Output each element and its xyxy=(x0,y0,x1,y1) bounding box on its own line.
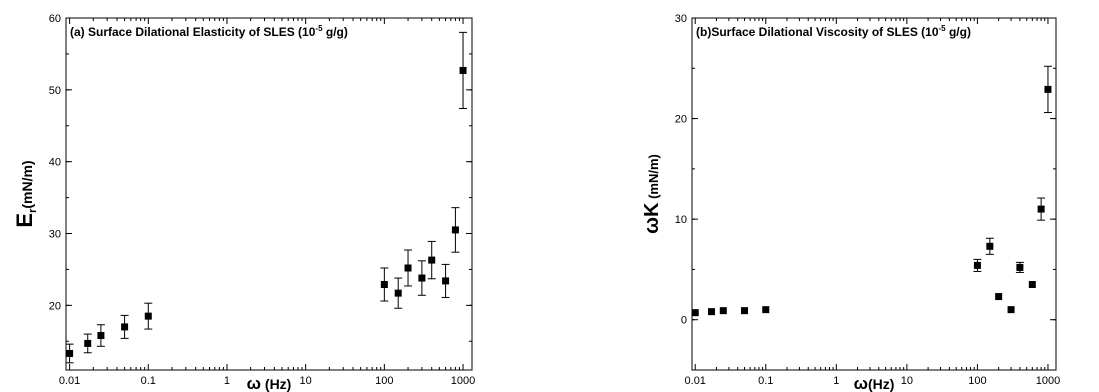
x-tick-label: 1 xyxy=(224,375,230,387)
x-tick-label: 1 xyxy=(833,375,839,387)
data-point xyxy=(1044,85,1052,93)
data-point xyxy=(442,277,450,285)
data-point xyxy=(1007,306,1015,314)
data-point xyxy=(451,226,459,234)
y-tick-label: 50 xyxy=(49,85,61,97)
data-point xyxy=(1028,281,1036,289)
chart-b-viscosity: 0.01 0.1 1 10 100 1000 0 10 20 30 (b)Surface Dilat… xyxy=(641,13,1060,392)
x-tick-label: 10 xyxy=(901,375,913,387)
data-point xyxy=(973,261,981,269)
y-tick-label: 30 xyxy=(675,13,687,25)
data-point xyxy=(995,293,1003,301)
x-tick-label: 10 xyxy=(300,375,312,387)
data-point xyxy=(719,307,727,315)
data-point xyxy=(428,256,436,264)
chart-title: (a) Surface Dilational Elasticity of SLE… xyxy=(70,24,348,39)
x-tick-label: 1000 xyxy=(451,375,475,387)
y-tick-label: 30 xyxy=(49,229,61,241)
x-tick-label: 1000 xyxy=(1036,375,1060,387)
x-tick-label: 100 xyxy=(375,375,393,387)
chart-a-elasticity: 0.01 0.1 1 10 100 1000 20 30 40 50 60 (a) Surface D… xyxy=(12,13,475,392)
data-point xyxy=(459,66,467,74)
y-tick-label: 20 xyxy=(675,114,687,126)
data-point xyxy=(404,264,412,272)
y-tick-label: 10 xyxy=(675,214,687,226)
y-tick-label: 60 xyxy=(49,13,61,25)
y-tick-label: 0 xyxy=(681,315,687,327)
x-tick-label: 0.1 xyxy=(141,375,156,387)
data-point xyxy=(707,308,715,316)
plot-frame xyxy=(65,17,473,371)
chart-title: (b)Surface Dilational Viscosity of SLES … xyxy=(696,24,971,39)
x-tick-label: 0.01 xyxy=(59,375,80,387)
data-point xyxy=(691,309,699,317)
y-axis-label: ωK (mN/m) xyxy=(641,154,663,234)
data-point xyxy=(418,274,426,282)
data-point xyxy=(741,307,749,315)
x-axis-label: ω(Hz) xyxy=(854,374,895,392)
data-point xyxy=(66,349,74,357)
x-tick-label: 100 xyxy=(968,375,986,387)
data-point xyxy=(380,281,388,289)
x-axis-label: ω (Hz) xyxy=(247,374,292,392)
data-point xyxy=(144,312,152,320)
data-point xyxy=(97,332,105,340)
x-tick-label: 0.01 xyxy=(685,375,706,387)
x-tick-label: 0.1 xyxy=(758,375,773,387)
y-axis-label: Er(mN/m) xyxy=(12,160,39,227)
data-point xyxy=(1037,205,1045,213)
data-point xyxy=(762,306,770,314)
y-tick-label: 40 xyxy=(49,157,61,169)
y-tick-label: 20 xyxy=(49,300,61,312)
data-point xyxy=(84,339,92,347)
data-point xyxy=(394,289,402,297)
plot-frame xyxy=(691,17,1057,371)
data-point xyxy=(986,242,994,250)
data-point xyxy=(1016,263,1024,271)
data-point xyxy=(121,323,129,331)
